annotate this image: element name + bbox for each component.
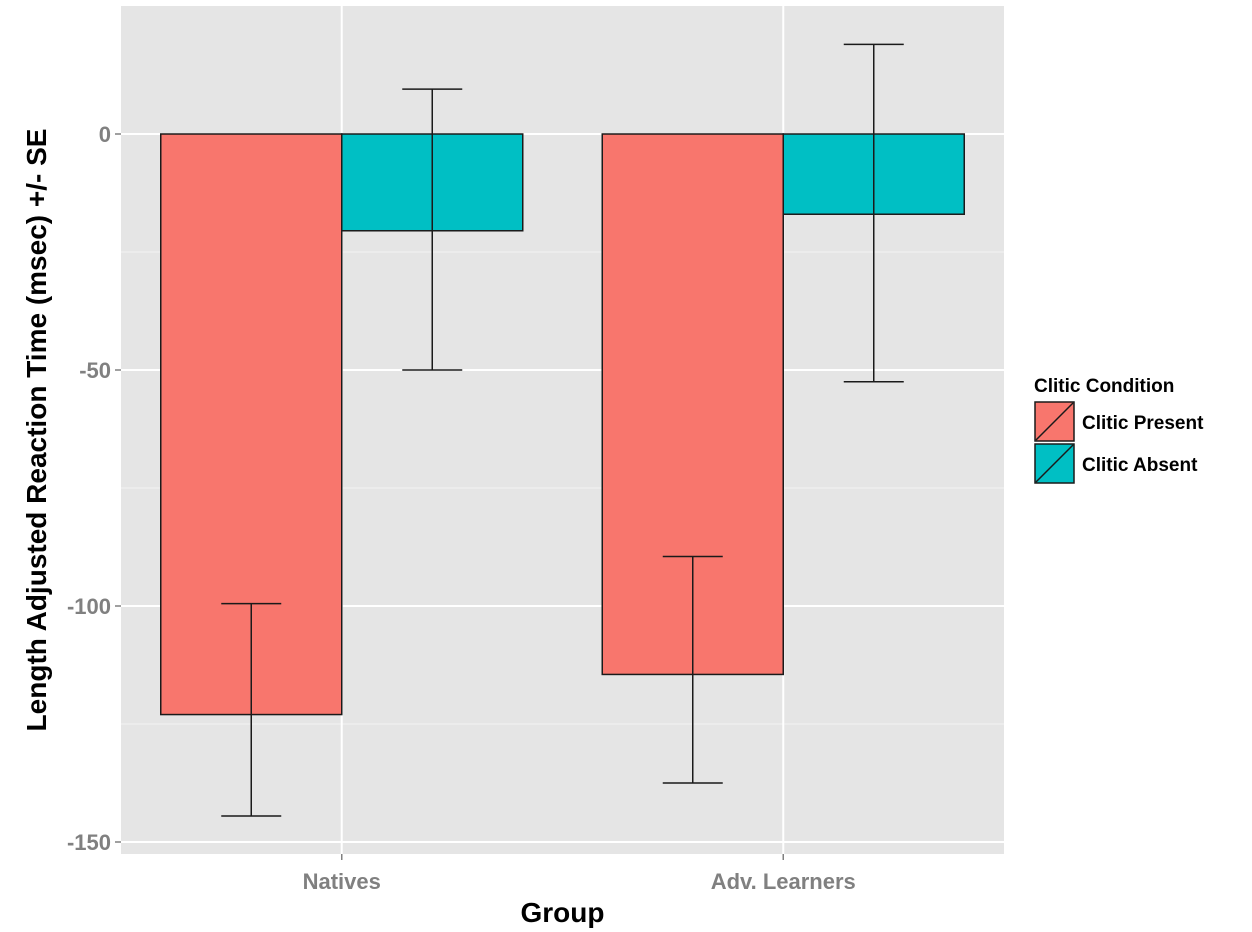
x-axis-ticks: Natives Adv. Learners — [303, 854, 856, 894]
legend-key-clitic-present — [1033, 400, 1076, 443]
y-tick-label: -150 — [67, 830, 111, 855]
legend-label: Clitic Absent — [1082, 455, 1198, 476]
y-axis-ticks: 0 -50 -100 -150 — [67, 122, 121, 855]
y-tick-label: -50 — [79, 358, 111, 383]
x-axis-title: Group — [521, 897, 605, 928]
x-tick-label: Adv. Learners — [711, 869, 856, 894]
x-tick-label: Natives — [303, 869, 381, 894]
y-axis-title: Length Adjusted Reaction Time (msec) +/-… — [21, 129, 52, 732]
legend-label: Clitic Present — [1082, 413, 1204, 434]
legend: Clitic Condition Clitic Present Clitic Ab… — [1033, 376, 1204, 485]
legend-title: Clitic Condition — [1034, 376, 1174, 397]
legend-key-clitic-absent — [1033, 442, 1076, 485]
y-tick-label: 0 — [99, 122, 111, 147]
y-tick-label: -100 — [67, 594, 111, 619]
error-bars — [221, 43, 904, 817]
